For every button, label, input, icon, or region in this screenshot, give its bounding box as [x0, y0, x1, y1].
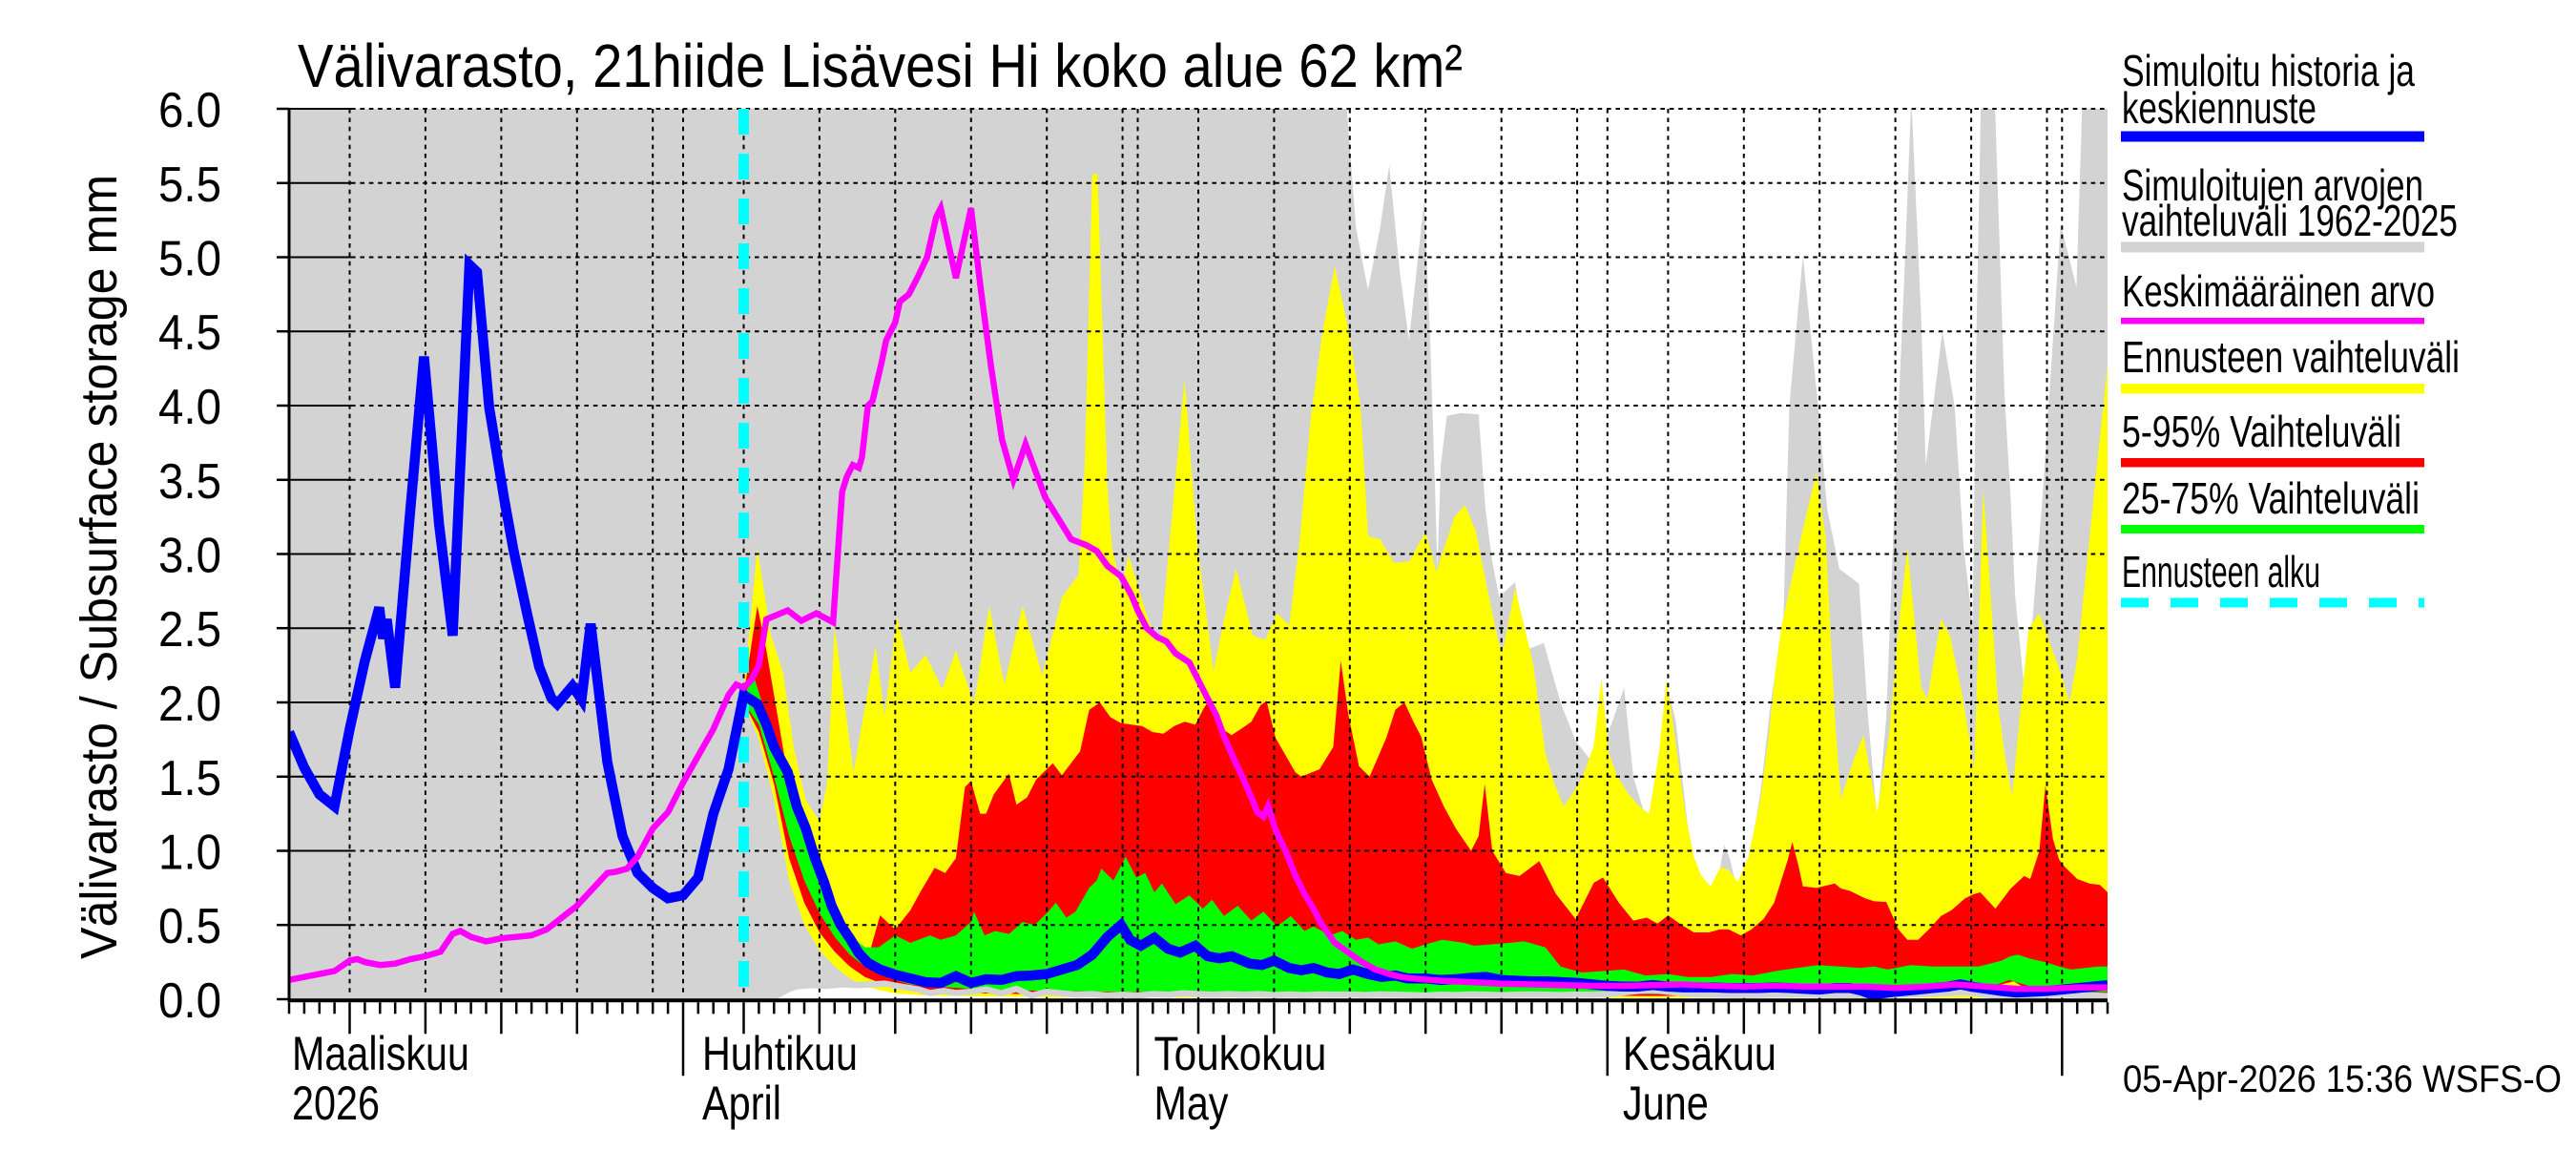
svg-text:1.0: 1.0 — [158, 826, 221, 881]
svg-text:Välivarasto, 21hiide Lisävesi: Välivarasto, 21hiide Lisävesi Hi koko al… — [298, 31, 1463, 100]
svg-text:Toukokuu: Toukokuu — [1153, 1027, 1326, 1080]
svg-text:Simuloitu historia ja: Simuloitu historia ja — [2122, 46, 2415, 95]
svg-text:Maaliskuu: Maaliskuu — [292, 1027, 469, 1080]
svg-text:0.0: 0.0 — [158, 973, 221, 1029]
svg-text:5.5: 5.5 — [158, 157, 221, 213]
svg-text:4.5: 4.5 — [158, 305, 221, 361]
svg-text:5.0: 5.0 — [158, 232, 221, 287]
svg-text:2.0: 2.0 — [158, 677, 221, 732]
svg-text:May: May — [1153, 1077, 1228, 1130]
svg-text:June: June — [1623, 1077, 1709, 1130]
svg-text:25-75% Vaihteluväli: 25-75% Vaihteluväli — [2122, 473, 2420, 523]
svg-text:0.5: 0.5 — [158, 899, 221, 954]
svg-text:Välivarasto / Subsurface stora: Välivarasto / Subsurface storage mm — [71, 175, 128, 959]
svg-text:1.5: 1.5 — [158, 751, 221, 806]
svg-text:April: April — [702, 1077, 781, 1130]
svg-text:05-Apr-2026 15:36 WSFS-O: 05-Apr-2026 15:36 WSFS-O — [2123, 1058, 2562, 1100]
svg-text:4.0: 4.0 — [158, 380, 221, 435]
svg-text:2.5: 2.5 — [158, 602, 221, 658]
svg-text:keskiennuste: keskiennuste — [2122, 83, 2316, 133]
svg-text:Ennusteen alku: Ennusteen alku — [2122, 547, 2320, 596]
svg-text:Keskimääräinen arvo: Keskimääräinen arvo — [2122, 266, 2435, 316]
svg-text:Simuloitujen arvojen: Simuloitujen arvojen — [2122, 160, 2423, 210]
svg-text:Huhtikuu: Huhtikuu — [702, 1027, 858, 1080]
svg-text:Ennusteen vaihteluväli: Ennusteen vaihteluväli — [2122, 332, 2460, 382]
svg-text:Kesäkuu: Kesäkuu — [1623, 1027, 1776, 1080]
svg-text:5-95% Vaihteluväli: 5-95% Vaihteluväli — [2122, 407, 2401, 456]
svg-text:2026: 2026 — [292, 1077, 380, 1130]
svg-text:3.5: 3.5 — [158, 454, 221, 510]
svg-text:3.0: 3.0 — [158, 529, 221, 584]
svg-text:vaihteluväli 1962-2025: vaihteluväli 1962-2025 — [2122, 196, 2458, 245]
svg-text:6.0: 6.0 — [158, 83, 221, 138]
